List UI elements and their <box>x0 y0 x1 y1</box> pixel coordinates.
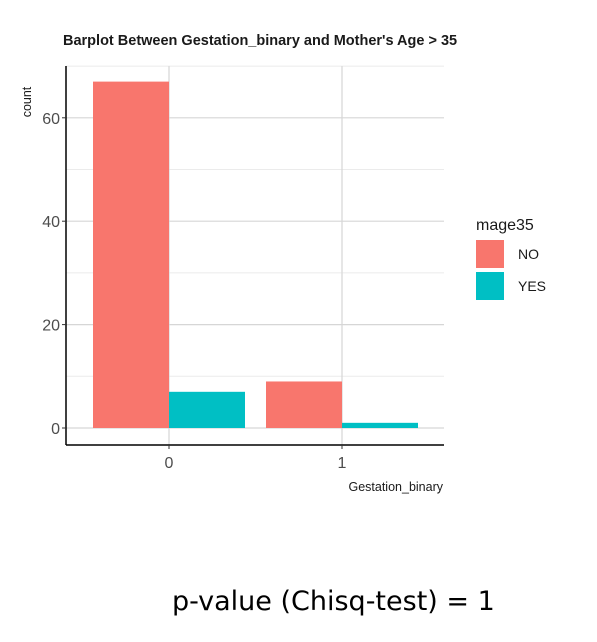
y-tick-label: 60 <box>42 111 60 128</box>
bar-yes-1 <box>342 422 418 428</box>
y-tick-label: 40 <box>42 214 60 231</box>
x-tick-label: 1 <box>338 455 347 472</box>
p-value-annotation: p-value (Chisq-test) = 1 <box>172 586 495 617</box>
legend-label-yes: YES <box>518 278 546 294</box>
y-axis-title: count <box>20 86 34 117</box>
chart-title: Barplot Between Gestation_binary and Mot… <box>63 33 457 49</box>
y-tick-label: 20 <box>42 318 60 335</box>
bar-no-1 <box>266 381 342 428</box>
legend-title: mage35 <box>476 217 534 234</box>
legend: mage35 NO YES <box>476 217 546 300</box>
bar-no-0 <box>93 81 169 429</box>
x-axis-title: Gestation_binary <box>348 480 443 494</box>
bar-yes-0 <box>169 391 245 428</box>
axes <box>65 66 444 446</box>
barplot-chart: Barplot Between Gestation_binary and Mot… <box>20 33 546 494</box>
legend-label-no: NO <box>518 246 539 262</box>
y-tick-label: 0 <box>51 421 60 438</box>
y-tick-labels: 0 20 40 60 <box>42 111 66 438</box>
legend-key-yes <box>476 272 504 300</box>
legend-key-no <box>476 240 504 268</box>
bars-group <box>93 81 418 429</box>
x-tick-label: 0 <box>165 455 174 472</box>
